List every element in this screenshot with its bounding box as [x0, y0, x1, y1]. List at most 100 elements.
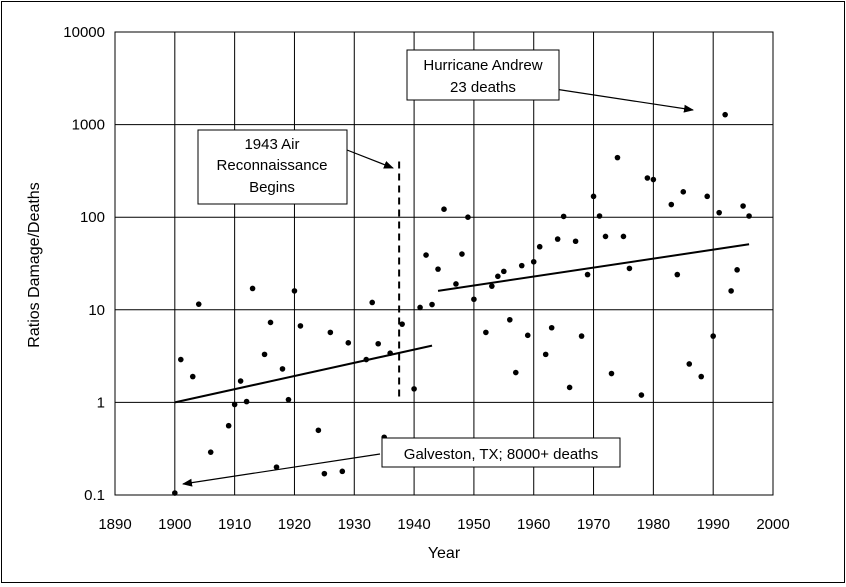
annotation-box	[197, 129, 348, 205]
plot-border	[114, 31, 774, 496]
data-point	[267, 319, 274, 326]
trendline	[174, 344, 433, 404]
x-tick-label: 1900	[158, 516, 191, 533]
x-tick-label: 2000	[756, 516, 789, 533]
data-point	[489, 283, 495, 289]
x-tick-label: 1950	[457, 516, 490, 533]
x-axis-label: Year	[428, 545, 461, 562]
data-point	[620, 233, 627, 240]
data-point	[560, 213, 567, 220]
data-point	[178, 356, 184, 363]
data-point	[740, 203, 746, 209]
data-point	[501, 268, 507, 275]
data-point	[315, 427, 322, 434]
data-point	[722, 111, 728, 118]
data-point	[686, 361, 693, 367]
data-point	[542, 351, 549, 358]
annotation-arrow	[182, 453, 381, 487]
data-point	[363, 356, 370, 363]
data-point	[530, 258, 537, 265]
data-point	[626, 265, 633, 272]
x-tick-label: 1910	[218, 516, 251, 533]
y-tick-label: 100	[80, 209, 105, 226]
data-point	[518, 262, 525, 269]
data-point	[698, 373, 705, 380]
data-point	[225, 422, 232, 429]
annotation-box	[381, 437, 621, 468]
data-point	[536, 243, 543, 250]
data-point	[231, 401, 238, 408]
data-point	[674, 271, 681, 278]
data-point	[195, 301, 202, 307]
y-tick-label: 1	[97, 394, 105, 411]
data-point	[417, 304, 423, 311]
data-point	[411, 386, 417, 392]
y-tick-label: 10000	[63, 24, 105, 41]
data-point	[339, 468, 346, 475]
data-point	[554, 236, 561, 242]
data-point	[279, 366, 286, 372]
data-point	[483, 329, 489, 336]
y-axis-label: Ratios Damage/Deaths	[26, 182, 43, 347]
annotation-text: 23 deaths	[450, 79, 516, 96]
data-point	[429, 301, 435, 308]
data-point	[297, 323, 304, 329]
data-point	[399, 321, 405, 327]
data-point	[602, 233, 609, 240]
data-point	[423, 252, 429, 258]
data-point	[471, 296, 477, 303]
data-point	[512, 369, 519, 376]
annotation-text: 1943 Air	[244, 136, 299, 153]
data-point	[734, 267, 740, 273]
data-point	[387, 350, 393, 356]
data-point	[321, 470, 328, 477]
data-point	[614, 154, 621, 161]
data-point	[327, 329, 334, 336]
data-point	[650, 176, 657, 183]
grid	[114, 31, 774, 496]
data-point	[578, 333, 585, 339]
data-point	[704, 193, 710, 200]
data-point	[285, 396, 292, 403]
annotation-box	[406, 49, 560, 101]
x-tick-label: 1920	[278, 516, 311, 533]
data-point	[668, 201, 675, 208]
x-tick-label: 1970	[577, 516, 610, 533]
data-point	[590, 193, 597, 200]
annotation-text: Hurricane Andrew	[423, 57, 542, 74]
data-point	[243, 398, 250, 405]
data-point	[172, 490, 178, 496]
x-tick-label: 1930	[338, 516, 371, 533]
data-point	[507, 316, 513, 323]
x-tick-labels: 1890 1900 1910 1920 1930 1940 1950 1960 1970 1980…	[98, 516, 789, 533]
data-point	[608, 370, 615, 377]
data-point	[369, 299, 376, 306]
x-tick-label: 1990	[696, 516, 729, 533]
annotation-arrow	[346, 149, 394, 169]
y-tick-labels: 0.1 1 10 100 1000 10000	[63, 24, 105, 504]
data-point	[495, 273, 501, 280]
data-point	[644, 175, 651, 181]
data-point	[638, 392, 645, 398]
data-point	[375, 340, 382, 347]
data-point	[728, 288, 734, 294]
trendline	[437, 243, 750, 292]
data-point	[548, 324, 555, 331]
data-points	[172, 111, 752, 496]
data-point	[453, 281, 459, 287]
data-point	[345, 340, 352, 346]
annotations: Hurricane Andrew 23 deaths 1943 Air Reconna…	[182, 49, 694, 487]
data-point	[441, 206, 447, 213]
data-point	[680, 189, 687, 195]
x-tick-label: 1960	[517, 516, 550, 533]
data-point	[249, 285, 256, 292]
data-point	[710, 333, 716, 339]
data-point	[596, 213, 603, 219]
data-point	[459, 251, 465, 257]
data-point	[261, 351, 268, 358]
data-point	[435, 266, 441, 272]
x-tick-label: 1940	[397, 516, 430, 533]
y-tick-label: 0.1	[84, 487, 105, 504]
